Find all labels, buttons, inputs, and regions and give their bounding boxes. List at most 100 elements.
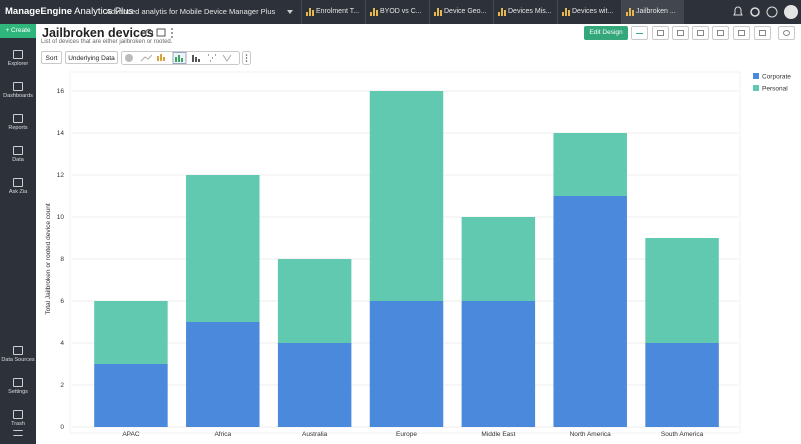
tab-icon-bar: [309, 8, 311, 16]
x-tick-label: Africa: [214, 431, 231, 438]
sidebar-label[interactable]: Explorer: [7, 61, 29, 67]
settings-button[interactable]: [778, 26, 795, 40]
sidebar-label[interactable]: Trash: [11, 421, 25, 427]
y-tick-label: 16: [57, 88, 65, 95]
brand[interactable]: ManageEngine Analytics Plus: [5, 6, 133, 17]
bar-segment: [645, 343, 719, 427]
bar-segment: [94, 364, 168, 427]
column-type-icon[interactable]: [192, 55, 200, 62]
more-dot: [245, 57, 248, 59]
stacked-type-bars: [175, 55, 183, 62]
bar-segment: [369, 91, 444, 301]
tab-icon-bar: [626, 12, 628, 16]
bar-segment: [277, 343, 352, 427]
more-icon[interactable]: [171, 28, 173, 30]
legend-label: Personal: [762, 86, 788, 93]
comment-button[interactable]: [733, 26, 750, 40]
sidebar-icon[interactable]: [13, 410, 23, 419]
add-button[interactable]: [631, 26, 648, 40]
underlying-data-button[interactable]: Underlying Data: [65, 51, 118, 64]
tab-icon-bar: [565, 8, 567, 16]
tab[interactable]: Devices wit...: [557, 0, 620, 24]
tab-icon-bar: [370, 12, 372, 16]
y-tick-label: 12: [57, 172, 65, 179]
tab[interactable]: Device Geo...: [429, 0, 492, 24]
sidebar-label[interactable]: Data: [12, 157, 24, 163]
x-tick-label: Australia: [302, 431, 328, 438]
share-button[interactable]: [692, 26, 709, 40]
scatter-type-icon[interactable]: [208, 54, 216, 62]
pie-type-icon[interactable]: [125, 54, 133, 62]
bar-segment: [186, 322, 260, 427]
notifications-icon[interactable]: [733, 6, 743, 16]
tab[interactable]: Jailbroken ...: [621, 0, 684, 24]
y-axis-label: Total Jailbroken or rooted device count: [45, 203, 52, 314]
bar-segment: [369, 301, 444, 427]
email-button[interactable]: [672, 26, 689, 40]
create-label: Create: [11, 27, 31, 34]
legend-swatch: [753, 85, 759, 91]
sidebar-icon[interactable]: [13, 146, 23, 155]
sidebar-icon[interactable]: [13, 50, 23, 59]
tab-icon-bar: [312, 10, 314, 16]
settings-icon[interactable]: [750, 7, 760, 17]
sidebar-icon[interactable]: [13, 82, 23, 91]
avatar[interactable]: [784, 5, 798, 19]
sidebar-label[interactable]: Dashboards: [3, 93, 33, 99]
tab-icon: [434, 8, 442, 16]
edit-design-button[interactable]: Edit Design: [584, 26, 628, 40]
create-button[interactable]: + Create: [0, 24, 36, 38]
bar-type-icon[interactable]: [157, 54, 165, 61]
workspace-name[interactable]: Advanced analytis for Mobile Device Mana…: [106, 7, 276, 16]
sidebar-icon[interactable]: [13, 346, 23, 355]
sidebar-label[interactable]: Settings: [8, 389, 28, 395]
y-tick-label: 6: [60, 298, 64, 305]
x-tick-label: Middle East: [481, 431, 515, 438]
image-icon[interactable]: [156, 28, 166, 37]
sort-button[interactable]: Sort: [41, 51, 62, 64]
schedule-button[interactable]: [754, 26, 771, 40]
sidebar-label[interactable]: Reports: [8, 125, 28, 131]
tab[interactable]: Enrolment T...: [301, 0, 364, 24]
bar-segment: [277, 259, 352, 343]
more-dot: [245, 60, 248, 62]
publish-button[interactable]: [712, 26, 729, 40]
tab-icon-bar: [440, 10, 442, 16]
title-icons: [145, 28, 173, 38]
export-button[interactable]: [652, 26, 669, 40]
chart-type-bar: [121, 51, 251, 65]
help-icon[interactable]: [766, 6, 778, 18]
tab-icon-bar: [434, 12, 436, 16]
sidebar-icon[interactable]: [13, 378, 23, 387]
more-dot: [245, 54, 248, 56]
sidebar-label[interactable]: Data Sources: [1, 357, 35, 363]
funnel-type-icon[interactable]: [222, 54, 232, 62]
tab[interactable]: BYOD vs C...: [365, 0, 428, 24]
refresh-icon[interactable]: [145, 29, 153, 37]
bar-segment: [186, 175, 260, 322]
tab-icon-bar: [306, 12, 308, 16]
sidebar-icon[interactable]: [13, 178, 23, 187]
y-tick-label: 4: [60, 340, 64, 347]
tab-icon: [498, 8, 506, 16]
x-tick-label: APAC: [122, 431, 140, 438]
sidebar-label[interactable]: Ask Zia: [8, 189, 28, 195]
bar-segment: [461, 217, 536, 301]
tab[interactable]: Devices Mis...: [493, 0, 556, 24]
collapse-icon[interactable]: [13, 430, 23, 436]
workspace-caret[interactable]: [287, 10, 293, 14]
tab-icon-bar: [629, 8, 631, 16]
tab-icon-bar: [373, 8, 375, 16]
top-bar: ManageEngine Analytics Plus Advanced ana…: [0, 0, 801, 24]
legend-swatch: [753, 73, 759, 79]
product-name: Analytics Plus: [74, 6, 134, 17]
tab-label: Device Geo...: [444, 8, 487, 15]
tab-icon-bar: [568, 10, 570, 16]
tab-icon-bar: [437, 8, 439, 16]
y-tick-label: 10: [57, 214, 65, 221]
sidebar-icon[interactable]: [13, 114, 23, 123]
tab-icon: [626, 8, 634, 16]
line-type-icon[interactable]: [140, 54, 153, 62]
